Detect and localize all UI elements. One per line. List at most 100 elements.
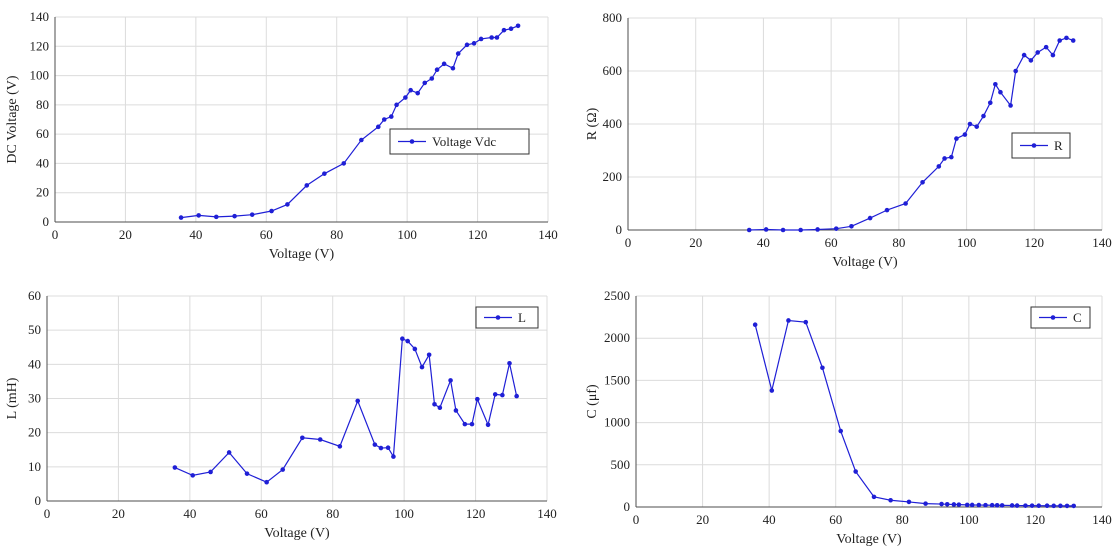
x-tick-label: 20: [112, 506, 125, 521]
data-point: [1058, 503, 1063, 509]
x-tick-label: 80: [330, 227, 343, 242]
y-tick-label: 1500: [604, 372, 630, 387]
data-point: [1043, 44, 1049, 50]
data-point: [337, 444, 343, 449]
data-point: [501, 27, 507, 33]
y-tick-label: 0: [624, 499, 631, 514]
data-point: [426, 352, 432, 358]
data-point: [437, 405, 443, 411]
data-point: [993, 81, 998, 87]
data-point: [752, 322, 758, 327]
data-point: [838, 428, 844, 434]
x-tick-label: 60: [260, 227, 273, 242]
y-axis-label: R (Ω): [585, 107, 600, 140]
legend-label: R: [1054, 138, 1063, 153]
data-point: [962, 132, 968, 137]
data-point: [1014, 503, 1020, 508]
data-point: [833, 226, 839, 231]
y-tick-label: 80: [36, 97, 49, 112]
data-point: [492, 392, 498, 397]
chart-3: 0 20 40 60 80 100 120 140 0 10 20 30 40 50 60 Voltage (…: [5, 288, 557, 541]
x-tick-label: 40: [183, 506, 196, 521]
data-point: [385, 445, 391, 451]
data-point: [471, 41, 477, 46]
x-tick-label: 40: [189, 227, 202, 242]
x-tick-label: 100: [397, 227, 417, 242]
data-point: [871, 494, 877, 500]
data-point: [888, 497, 893, 503]
legend-label: L: [518, 310, 526, 325]
y-tick-label: 60: [36, 126, 49, 141]
data-point: [867, 215, 873, 221]
data-point: [746, 227, 752, 233]
legend: L: [475, 306, 539, 329]
legend-label: Voltage Vdc: [432, 134, 496, 149]
data-point: [232, 213, 237, 219]
data-point: [906, 499, 912, 505]
x-tick-label: 40: [763, 512, 776, 527]
x-tick-label: 80: [892, 235, 905, 250]
data-point: [355, 398, 361, 404]
data-point: [448, 378, 453, 383]
y-tick-label: 600: [603, 63, 623, 78]
y-tick-label: 50: [28, 322, 41, 337]
x-tick-label: 20: [689, 235, 702, 250]
data-point: [453, 408, 459, 413]
chart-1: 0 20 40 60 80 100 120 140 0 20 40 60 80 100 120 140 Volt…: [5, 9, 558, 262]
data-point: [1028, 58, 1034, 63]
data-point: [489, 35, 494, 40]
y-tick-label: 2500: [604, 288, 630, 303]
series-line: [754, 319, 1074, 507]
data-point: [939, 501, 944, 507]
y-tick-label: 40: [36, 155, 49, 170]
data-point: [951, 502, 957, 507]
data-point: [999, 503, 1005, 508]
y-tick-label: 140: [30, 9, 50, 24]
data-point: [1071, 503, 1077, 509]
x-tick-label: 120: [468, 227, 488, 242]
x-tick-label: 120: [1026, 512, 1046, 527]
data-point: [798, 227, 803, 233]
data-point: [515, 23, 521, 29]
data-point: [372, 442, 378, 447]
data-point: [1050, 52, 1056, 58]
x-axis-label: Voltage (V): [269, 247, 335, 262]
data-point: [464, 42, 470, 48]
data-point: [419, 364, 425, 370]
data-point: [998, 89, 1003, 95]
x-tick-label: 80: [326, 506, 339, 521]
data-point: [388, 114, 394, 119]
data-point: [1064, 503, 1070, 509]
x-tick-label: 100: [957, 235, 977, 250]
data-point: [494, 35, 500, 40]
legend: Voltage Vdc: [389, 128, 530, 155]
data-point: [359, 137, 364, 143]
y-tick-label: 200: [603, 169, 623, 184]
y-tick-label: 0: [35, 493, 42, 508]
x-tick-label: 20: [119, 227, 132, 242]
data-point: [1057, 38, 1062, 43]
data-point: [422, 80, 428, 86]
data-point: [190, 473, 196, 478]
x-axis-label: Voltage (V): [264, 526, 330, 541]
data-point: [378, 445, 384, 451]
data-point: [226, 450, 232, 455]
data-point: [763, 227, 769, 232]
data-point: [375, 124, 381, 130]
data-point: [994, 503, 1000, 508]
legend-marker: [495, 315, 501, 320]
data-point: [508, 26, 514, 32]
data-point: [1021, 52, 1027, 58]
data-point: [280, 467, 286, 472]
data-point: [249, 212, 255, 217]
x-tick-label: 60: [829, 512, 842, 527]
data-point: [949, 154, 954, 160]
data-point: [405, 338, 411, 344]
data-point: [1009, 503, 1015, 508]
y-tick-label: 400: [603, 116, 623, 131]
data-point: [269, 208, 274, 214]
legend-marker: [1050, 315, 1056, 320]
data-point: [441, 61, 447, 67]
data-point: [942, 156, 947, 161]
data-point: [500, 392, 505, 398]
